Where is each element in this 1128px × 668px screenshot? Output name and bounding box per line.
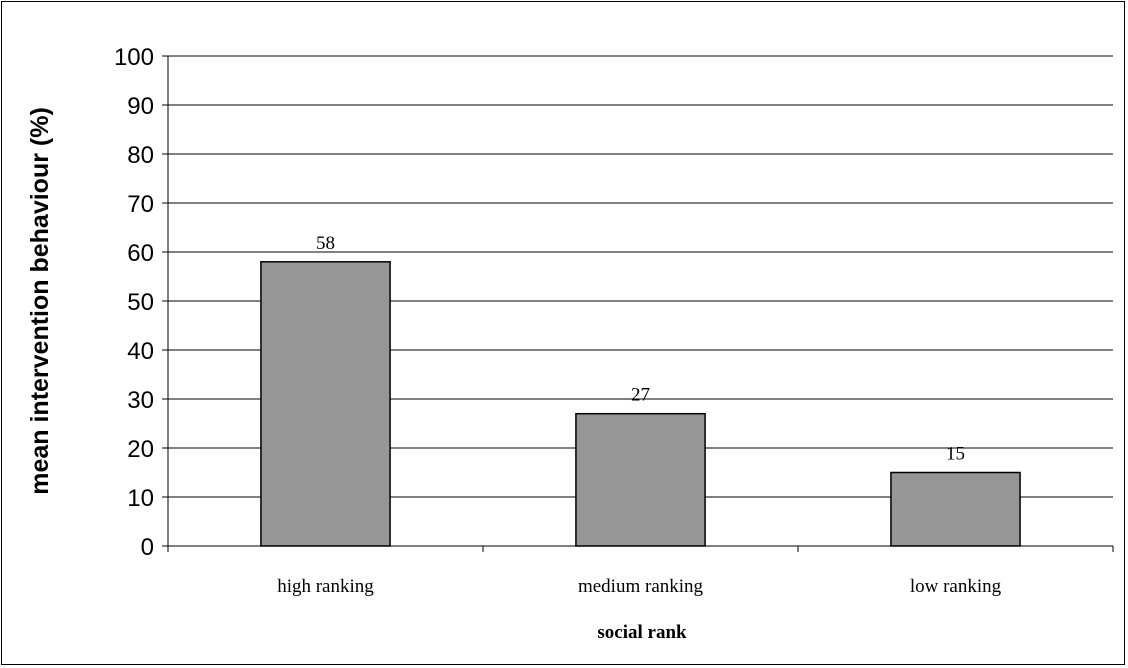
- x-axis-label: social rank: [597, 622, 687, 643]
- y-tick-label: 40: [127, 338, 154, 365]
- data-labels: 58 27 15: [316, 233, 965, 465]
- bar-medium-ranking: [575, 412, 706, 547]
- y-tick-labels: 0 10 20 30 40 50 60 70 80 90 100: [114, 44, 154, 561]
- data-label: 58: [316, 233, 335, 254]
- bar-high-ranking: [260, 261, 391, 547]
- data-label: 27: [631, 385, 650, 406]
- axes: [162, 55, 1114, 552]
- y-tick-label: 100: [114, 44, 154, 71]
- bar-low-ranking: [890, 471, 1021, 547]
- x-tick-label: medium ranking: [578, 576, 704, 597]
- x-tick-labels: high ranking medium ranking low ranking: [277, 576, 1001, 597]
- y-tick-label: 50: [127, 289, 154, 316]
- data-label: 15: [946, 444, 965, 465]
- y-tick-label: 90: [127, 93, 154, 120]
- y-tick-label: 30: [127, 387, 154, 414]
- y-axis-label: mean intervention behaviour (%): [26, 107, 54, 495]
- y-tick-label: 80: [127, 142, 154, 169]
- y-tick-label: 60: [127, 240, 154, 267]
- y-tick-label: 20: [127, 436, 154, 463]
- x-tick-label: low ranking: [910, 576, 1002, 597]
- y-tick-label: 70: [127, 191, 154, 218]
- y-tick-label: 10: [127, 485, 154, 512]
- y-tick-label: 0: [141, 534, 154, 561]
- x-tick-label: high ranking: [277, 576, 374, 597]
